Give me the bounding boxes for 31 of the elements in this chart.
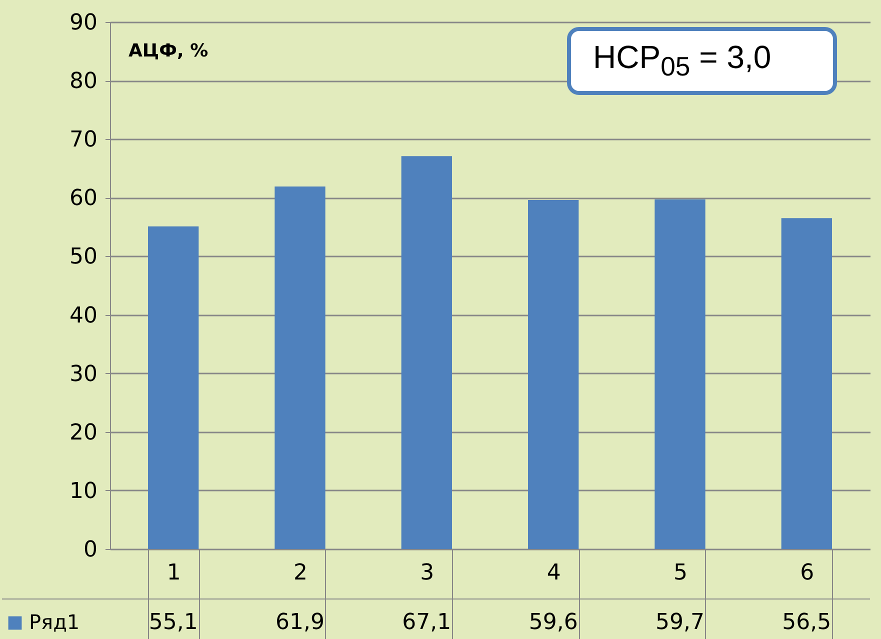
legend-label: Ряд1 [29, 610, 80, 634]
x-tick-label: 5 [674, 560, 688, 586]
y-tick-label: 20 [70, 420, 98, 446]
data-label: 61,9 [276, 610, 324, 635]
bar [654, 199, 706, 549]
x-tick-label: 3 [420, 560, 434, 586]
y-tick-label: 60 [70, 186, 98, 212]
data-label: 67,1 [402, 610, 452, 635]
bar [401, 156, 452, 549]
y-tick-label: 30 [70, 362, 98, 387]
bar [274, 186, 326, 549]
y-axis-title: АЦФ, % [128, 40, 208, 62]
data-label: 55,1 [148, 610, 198, 635]
y-tick-label: 80 [70, 69, 98, 94]
data-label: 56,5 [782, 610, 832, 635]
data-label: 59,6 [528, 610, 578, 635]
bar [148, 226, 199, 549]
y-tick-label: 10 [70, 478, 98, 504]
y-tick-label: 90 [70, 10, 98, 36]
x-tick-label: 6 [800, 560, 814, 586]
data-label: 59,7 [656, 610, 704, 635]
annotation: НСР$_{05}$ = 3,0 [593, 39, 772, 83]
bar [781, 218, 832, 549]
y-tick-label: 40 [70, 303, 98, 328]
y-tick-label: 0 [84, 538, 98, 562]
x-tick-label: 2 [294, 560, 308, 586]
y-tick-label: 50 [70, 244, 98, 270]
bar [528, 200, 579, 549]
x-tick-label: 4 [546, 560, 561, 586]
y-tick-label: 70 [70, 128, 98, 153]
x-tick-label: 1 [166, 560, 181, 586]
